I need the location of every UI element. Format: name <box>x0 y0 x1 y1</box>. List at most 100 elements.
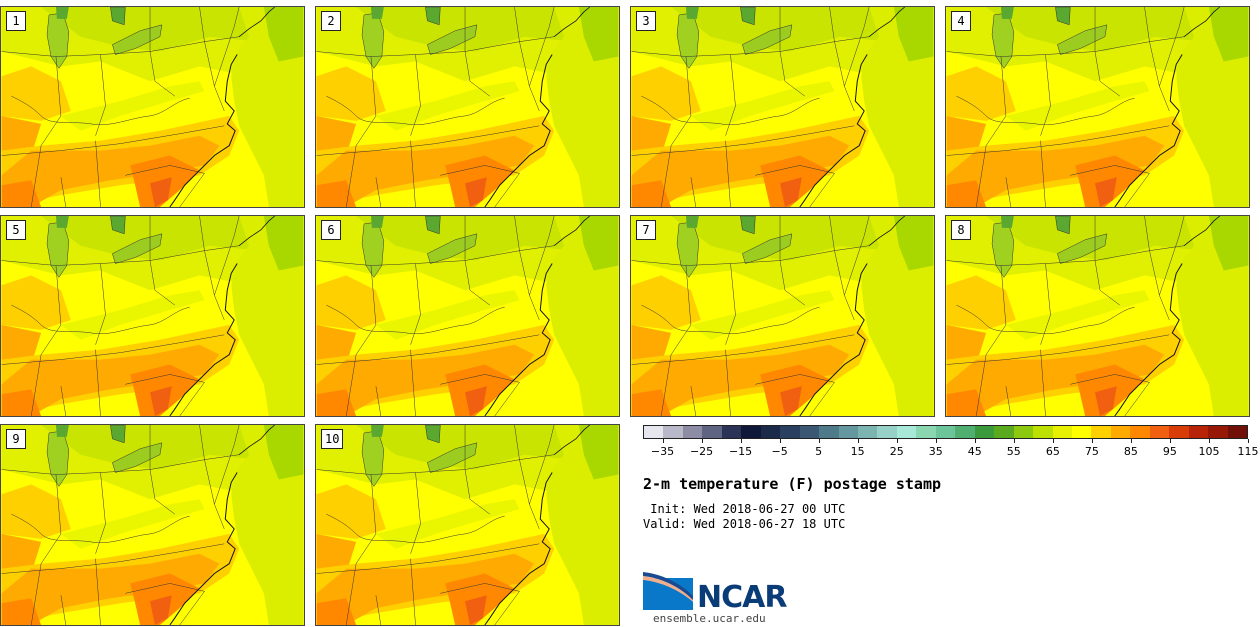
colorbar-swatch <box>1130 426 1150 438</box>
colorbar-tick-label: 55 <box>1006 445 1021 458</box>
colorbar-swatch <box>760 426 781 438</box>
page-title: 2-m temperature (F) postage stamp <box>643 475 942 493</box>
member-number: 5 <box>6 220 26 240</box>
colorbar-tick-label: 85 <box>1123 445 1138 458</box>
colorbar-swatch <box>780 426 800 438</box>
colorbar-swatch <box>682 426 703 438</box>
member-number: 3 <box>636 11 656 31</box>
ncar-logo-icon <box>643 572 693 610</box>
colorbar-tick-label: 95 <box>1162 445 1177 458</box>
colorbar-swatch <box>916 426 936 438</box>
colorbar-tick <box>701 439 703 443</box>
colorbar-swatch <box>1188 426 1209 438</box>
colorbar-swatch <box>838 426 858 438</box>
colorbar-swatch <box>935 426 956 438</box>
member-number: 1 <box>6 11 26 31</box>
temperature-map <box>946 7 1249 207</box>
ensemble-member-panel: 2 <box>315 6 620 208</box>
colorbar-tick-label: 75 <box>1084 445 1099 458</box>
colorbar-tick <box>1248 439 1249 443</box>
colorbar-tick <box>1013 439 1015 443</box>
colorbar-tick <box>1130 439 1132 443</box>
colorbar-tick-label: 35 <box>928 445 943 458</box>
colorbar-tick <box>662 439 664 443</box>
temperature-map <box>1 425 304 625</box>
colorbar-tick <box>1091 439 1093 443</box>
colorbar-swatch <box>896 426 917 438</box>
valid-time: Valid: Wed 2018-06-27 18 UTC <box>643 517 846 531</box>
colorbar-swatch <box>1208 426 1228 438</box>
colorbar-swatch <box>1169 426 1189 438</box>
colorbar-swatch <box>644 426 664 438</box>
logo-wordmark: NCAR <box>697 580 787 615</box>
colorbar-swatch <box>799 426 820 438</box>
member-number: 10 <box>321 429 344 449</box>
colorbar-tick <box>740 439 742 443</box>
colorbar-swatch <box>857 426 878 438</box>
colorbar-swatch <box>1110 426 1131 438</box>
member-number: 6 <box>321 220 341 240</box>
colorbar-tick-label: 15 <box>850 445 865 458</box>
colorbar-swatch <box>702 426 722 438</box>
colorbar-tick <box>896 439 898 443</box>
member-number: 2 <box>321 11 341 31</box>
colorbar-tick-label: 5 <box>815 445 823 458</box>
temperature-map <box>1 216 304 416</box>
colorbar-swatch <box>1033 426 1053 438</box>
colorbar-tick <box>1169 439 1171 443</box>
colorbar-swatch <box>721 426 742 438</box>
colorbar-tick <box>935 439 937 443</box>
colorbar-swatch <box>1091 426 1111 438</box>
colorbar-tick-label: −35 <box>650 445 675 458</box>
colorbar-swatch <box>1071 426 1092 438</box>
colorbar-swatch <box>1227 426 1248 438</box>
colorbar-swatch <box>741 426 761 438</box>
ensemble-member-panel: 7 <box>630 215 935 417</box>
colorbar-swatch <box>1149 426 1170 438</box>
colorbar-swatch <box>819 426 839 438</box>
ensemble-member-panel: 8 <box>945 215 1250 417</box>
colorbar-tick <box>1052 439 1054 443</box>
colorbar-swatch <box>877 426 897 438</box>
ensemble-member-panel: 1 <box>0 6 305 208</box>
colorbar-swatch <box>974 426 995 438</box>
colorbar-tick-label: 115 <box>1237 445 1259 458</box>
colorbar-tick-label: 65 <box>1045 445 1060 458</box>
ensemble-member-panel: 9 <box>0 424 305 626</box>
colorbar-swatch <box>994 426 1014 438</box>
member-number: 7 <box>636 220 656 240</box>
temperature-map <box>631 216 934 416</box>
colorbar <box>643 425 1248 439</box>
colorbar-tick-label: 105 <box>1198 445 1220 458</box>
colorbar-tick <box>818 439 820 443</box>
ensemble-member-panel: 5 <box>0 215 305 417</box>
temperature-map <box>946 216 1249 416</box>
colorbar-tick-label: 25 <box>889 445 904 458</box>
colorbar-tick-label: −25 <box>689 445 714 458</box>
colorbar-tick <box>974 439 976 443</box>
colorbar-swatch <box>1052 426 1072 438</box>
ensemble-member-panel: 4 <box>945 6 1250 208</box>
colorbar-swatch <box>1013 426 1034 438</box>
colorbar-legend: −35 −25 −15 −5 5 15 25 35 45 55 65 75 85 95 105 115 <box>643 425 1259 461</box>
member-number: 8 <box>951 220 971 240</box>
temperature-map <box>631 7 934 207</box>
colorbar-tick <box>779 439 781 443</box>
colorbar-swatch <box>955 426 975 438</box>
temperature-map <box>316 216 619 416</box>
temperature-map <box>316 7 619 207</box>
colorbar-swatch <box>663 426 683 438</box>
ensemble-member-panel: 3 <box>630 6 935 208</box>
ensemble-member-panel: 10 <box>315 424 620 626</box>
temperature-map <box>316 425 619 625</box>
colorbar-tick-label: −15 <box>728 445 753 458</box>
colorbar-tick-label: −5 <box>771 445 788 458</box>
temperature-map <box>1 7 304 207</box>
colorbar-tick <box>1208 439 1210 443</box>
site-url: ensemble.ucar.edu <box>653 612 766 625</box>
init-time: Init: Wed 2018-06-27 00 UTC <box>643 502 846 516</box>
ensemble-member-panel: 6 <box>315 215 620 417</box>
colorbar-tick-label: 45 <box>967 445 982 458</box>
member-number: 4 <box>951 11 971 31</box>
member-number: 9 <box>6 429 26 449</box>
